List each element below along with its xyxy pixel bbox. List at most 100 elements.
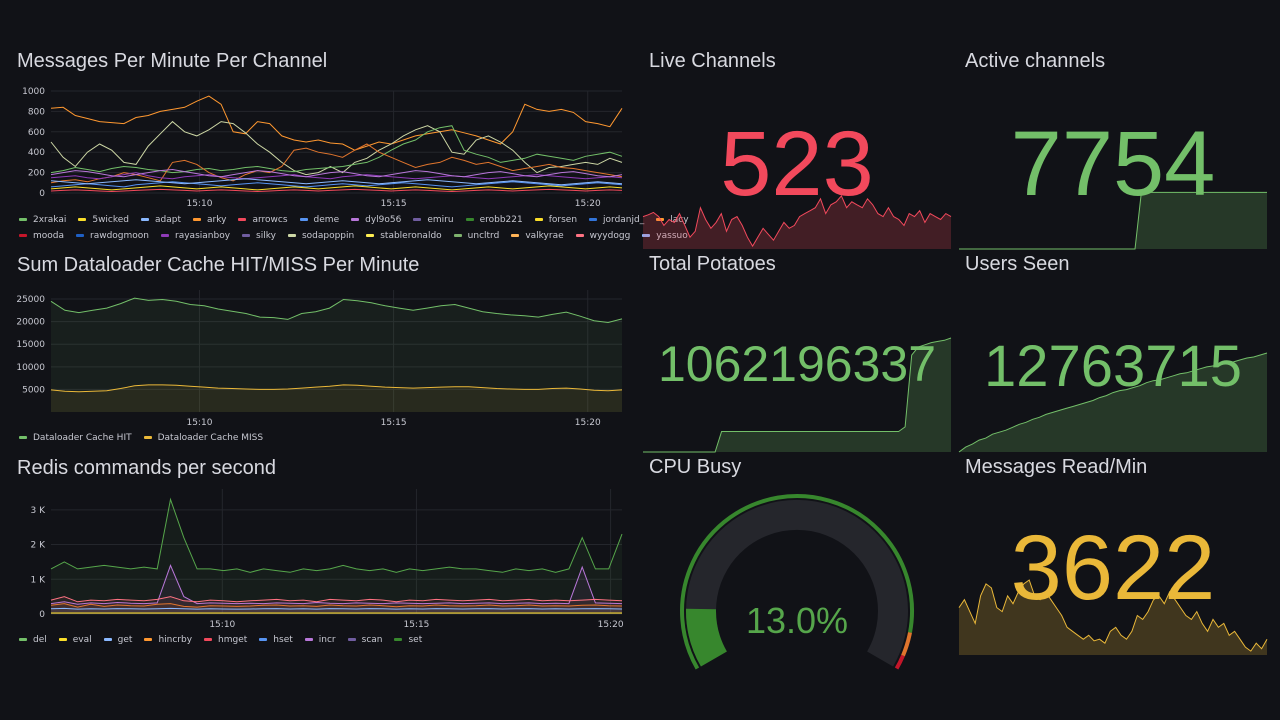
- legend-label: emiru: [427, 215, 454, 225]
- legend-label: eval: [72, 635, 92, 645]
- legend-item[interactable]: silky: [242, 228, 276, 244]
- legend-item[interactable]: stableronaldo: [366, 228, 442, 244]
- legend-swatch: [394, 638, 403, 641]
- y-tick-label: 2 K: [31, 541, 47, 551]
- legend-item[interactable]: forsen: [534, 212, 577, 228]
- series-area: [51, 298, 622, 412]
- legend-label: hmget: [218, 635, 248, 645]
- legend-label: get: [117, 635, 133, 645]
- legend-label: Dataloader Cache HIT: [33, 433, 132, 443]
- legend-swatch: [299, 218, 308, 221]
- legend-swatch: [58, 638, 67, 641]
- legend-swatch: [78, 218, 87, 221]
- x-tick-label: 15:10: [186, 418, 212, 428]
- legend-item[interactable]: rawdogmoon: [76, 228, 149, 244]
- panel-title: Messages Read/Min: [965, 456, 1148, 478]
- legend-item[interactable]: set: [394, 632, 422, 648]
- legend-swatch: [204, 638, 213, 641]
- legend-swatch: [161, 234, 170, 237]
- active-channels-panel[interactable]: Active channels 7754: [959, 50, 1267, 250]
- legend-item[interactable]: arrowcs: [238, 212, 288, 228]
- legend-swatch: [347, 638, 356, 641]
- legend-item[interactable]: get: [103, 632, 133, 648]
- legend-item[interactable]: Dataloader Cache HIT: [19, 430, 132, 446]
- legend-swatch: [287, 234, 296, 237]
- users-seen-panel[interactable]: Users Seen 12763715: [958, 253, 1268, 453]
- x-tick-label: 15:15: [381, 418, 407, 428]
- legend-item[interactable]: del: [19, 632, 47, 648]
- legend-swatch: [19, 436, 27, 439]
- dataloader-chart[interactable]: 5000 10000 15000 20000 25000 15:10 15:15 15:20: [16, 254, 627, 434]
- legend-item[interactable]: 5wicked: [78, 212, 129, 228]
- messages-read-panel[interactable]: Messages Read/Min 3622: [958, 456, 1268, 656]
- legend-item[interactable]: yassuo: [642, 228, 688, 244]
- x-tick-label: 15:20: [575, 418, 601, 428]
- legend-swatch: [642, 234, 651, 237]
- total-potatoes-value: 1062196337: [657, 336, 937, 392]
- legend-item[interactable]: scan: [347, 632, 382, 648]
- legend-item[interactable]: 2xrakai: [19, 212, 66, 228]
- redis-chart[interactable]: 0 1 K 2 K 3 K 15:10 15:15 15:20: [17, 457, 627, 637]
- legend-label: wyydogg: [589, 231, 631, 241]
- total-potatoes-sparkline: [643, 337, 952, 453]
- series-line: [50, 603, 623, 608]
- legend-swatch: [76, 234, 85, 237]
- users-seen-sparkline: [958, 352, 1268, 453]
- legend-swatch: [238, 218, 247, 221]
- sparkline-line: [959, 191, 1267, 250]
- dataloader-cache-panel[interactable]: Sum Dataloader Cache HIT/MISS Per Minute…: [16, 254, 627, 449]
- legend-swatch: [511, 234, 520, 237]
- users-seen-value: 12763715: [983, 334, 1243, 399]
- series-area: [51, 499, 622, 614]
- y-tick-label: 200: [28, 169, 45, 179]
- legend-swatch: [304, 638, 313, 641]
- series-line: [50, 168, 623, 178]
- sparkline-area: [643, 338, 951, 452]
- legend-item[interactable]: wyydogg: [575, 228, 631, 244]
- legend-item[interactable]: incr: [304, 632, 336, 648]
- series-line: [50, 125, 623, 174]
- live-channels-value: 523: [720, 113, 874, 215]
- messages-per-minute-panel[interactable]: Messages Per Minute Per Channel 0 200 400 6…: [17, 50, 689, 245]
- legend-item[interactable]: Dataloader Cache MISS: [143, 430, 263, 446]
- legend-item[interactable]: hset: [259, 632, 293, 648]
- legend-item[interactable]: uncltrd: [453, 228, 499, 244]
- legend-item[interactable]: dyl9o56: [351, 212, 401, 228]
- messages-chart[interactable]: 0 200 400 600 800 1000 15:10 15:15 15:20: [17, 50, 627, 240]
- legend-item[interactable]: deme: [299, 212, 340, 228]
- legend-item[interactable]: erobb221: [465, 212, 523, 228]
- sparkline-area: [643, 195, 951, 249]
- total-potatoes-panel[interactable]: Total Potatoes 1062196337: [643, 253, 952, 453]
- series-area: [51, 384, 622, 412]
- legend-label: rawdogmoon: [90, 231, 150, 241]
- legend-item[interactable]: emiru: [413, 212, 454, 228]
- live-channels-panel[interactable]: Live Channels 523: [642, 50, 952, 250]
- x-tick-label: 15:15: [381, 199, 407, 209]
- series-line: [50, 120, 623, 176]
- legend-item[interactable]: sodapoppin: [287, 228, 354, 244]
- legend-swatch: [351, 218, 360, 221]
- legend-item[interactable]: hmget: [204, 632, 247, 648]
- legend-item[interactable]: valkyrae: [511, 228, 564, 244]
- legend-label: valkyrae: [525, 231, 564, 241]
- legend-swatch: [141, 218, 150, 221]
- legend-item[interactable]: rayasianboy: [161, 228, 230, 244]
- redis-commands-panel[interactable]: Redis commands per second 0 1 K 2 K 3 K 15:1…: [17, 457, 627, 652]
- x-tick-label: 15:20: [598, 620, 624, 630]
- legend-item[interactable]: mooda: [19, 228, 64, 244]
- series-line: [50, 95, 623, 151]
- legend-label: dyl9o56: [365, 215, 402, 225]
- legend-item[interactable]: arky: [193, 212, 226, 228]
- series-line: [50, 181, 623, 188]
- panel-title: Redis commands per second: [17, 457, 277, 479]
- legend-label: deme: [313, 215, 340, 225]
- cpu-busy-panel[interactable]: CPU Busy 13.0%: [643, 456, 951, 670]
- legend-item[interactable]: eval: [58, 632, 92, 648]
- y-tick-label: 5000: [22, 385, 45, 395]
- legend-item[interactable]: adapt: [141, 212, 181, 228]
- legend-item[interactable]: hincrby: [144, 632, 192, 648]
- legend-label: erobb221: [479, 215, 523, 225]
- legend-swatch: [193, 218, 202, 221]
- legend-item[interactable]: jordanjd_: [589, 212, 644, 228]
- y-tick-label: 0: [39, 610, 45, 620]
